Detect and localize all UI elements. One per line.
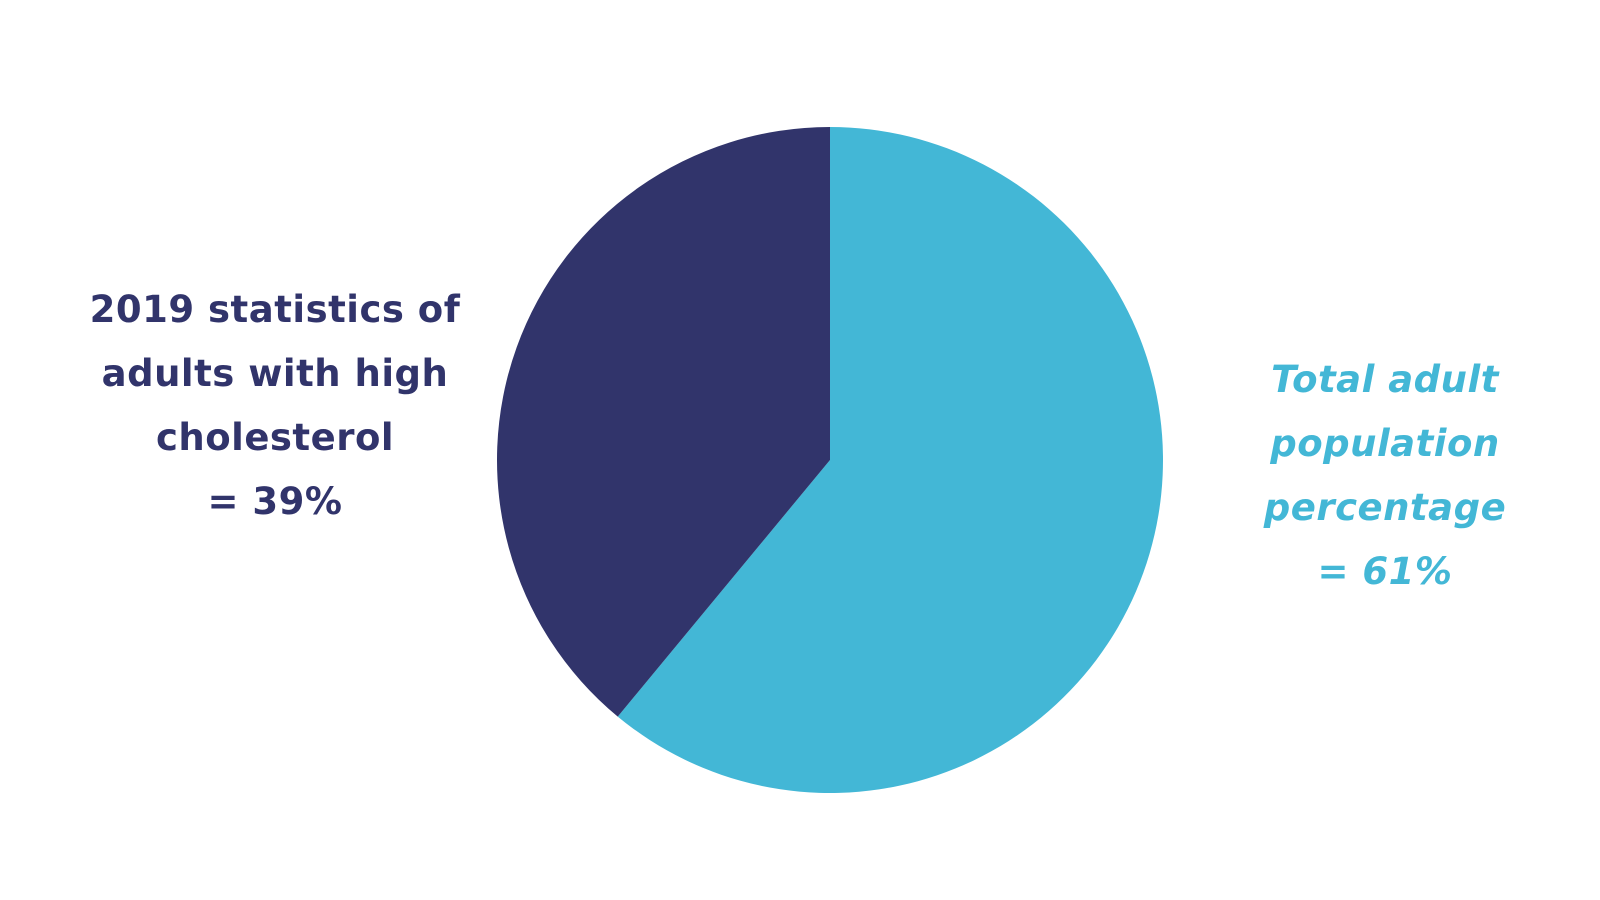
slice-label-line: population (1270, 422, 1500, 465)
pie-slice-high-cholesterol (496, 127, 830, 717)
slice-label-value: = 61% (1317, 550, 1453, 593)
slice-label-line: Total adult (1271, 358, 1499, 401)
slice-label-line: cholesterol (155, 416, 395, 459)
slice-label-line: adults with high (101, 352, 449, 395)
slice-label-line: 2019 statistics of (89, 288, 461, 331)
slice-label-high-cholesterol: 2019 statistics of adults with high chol… (40, 278, 510, 534)
slice-label-line: percentage (1263, 486, 1507, 529)
pie-slice-total-population (617, 127, 1163, 793)
slice-label-total-population: Total adult population percentage = 61% (1215, 348, 1555, 604)
slice-label-value: = 39% (207, 480, 343, 523)
